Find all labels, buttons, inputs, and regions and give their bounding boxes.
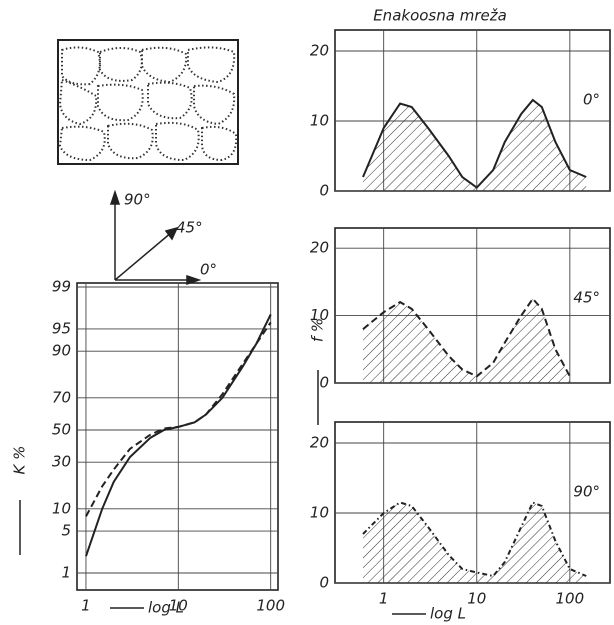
y-tick-label: 90 bbox=[52, 342, 71, 360]
y-axis-label: K % bbox=[11, 446, 29, 475]
y-tick-label: 99 bbox=[52, 278, 71, 296]
y-tick-label: 10 bbox=[310, 306, 329, 324]
x-tick-label: 1 bbox=[81, 597, 91, 615]
plot-frame bbox=[76, 282, 279, 591]
y-tick-label: 5 bbox=[61, 522, 71, 540]
area bbox=[363, 298, 570, 383]
x-tick-label: 10 bbox=[467, 590, 486, 608]
line bbox=[362, 501, 587, 578]
line bbox=[85, 321, 272, 517]
y-tick-label: 10 bbox=[310, 504, 329, 522]
orientation-label: 0° bbox=[200, 261, 217, 279]
y-tick-label: 95 bbox=[52, 319, 71, 337]
y-tick-label: 1 bbox=[61, 564, 71, 582]
x-tick-label: 100 bbox=[256, 597, 285, 615]
panel-label: 45° bbox=[573, 289, 600, 307]
x-axis-label: log L bbox=[430, 605, 466, 623]
panel-label: 90° bbox=[573, 483, 600, 501]
line bbox=[362, 98, 587, 189]
area bbox=[363, 100, 587, 191]
y-axis-label: f % bbox=[309, 318, 327, 342]
orientation-diagram bbox=[109, 189, 202, 286]
y-tick-label: 0 bbox=[319, 374, 329, 392]
area bbox=[363, 502, 587, 583]
y-tick-label: 50 bbox=[52, 421, 71, 439]
x-axis-label: log L bbox=[148, 599, 184, 617]
panel-label: 0° bbox=[583, 91, 600, 109]
orientation-label: 45° bbox=[176, 219, 203, 237]
micrograph bbox=[57, 39, 239, 165]
y-tick-label: 20 bbox=[310, 42, 329, 60]
x-tick-label: 1 bbox=[379, 590, 389, 608]
y-tick-label: 10 bbox=[310, 112, 329, 130]
y-tick-label: 20 bbox=[310, 239, 329, 257]
orientation-label: 90° bbox=[124, 191, 151, 209]
y-tick-label: 0 bbox=[319, 574, 329, 592]
y-tick-label: 70 bbox=[52, 388, 71, 406]
chart-title: Enakoosna mreža bbox=[373, 7, 507, 25]
x-tick-label: 10 bbox=[169, 597, 188, 615]
y-tick-label: 0 bbox=[319, 182, 329, 200]
x-tick-label: 100 bbox=[556, 590, 585, 608]
y-tick-label: 10 bbox=[52, 499, 71, 517]
y-tick-label: 30 bbox=[52, 453, 71, 471]
y-tick-label: 20 bbox=[310, 434, 329, 452]
line bbox=[362, 297, 571, 378]
